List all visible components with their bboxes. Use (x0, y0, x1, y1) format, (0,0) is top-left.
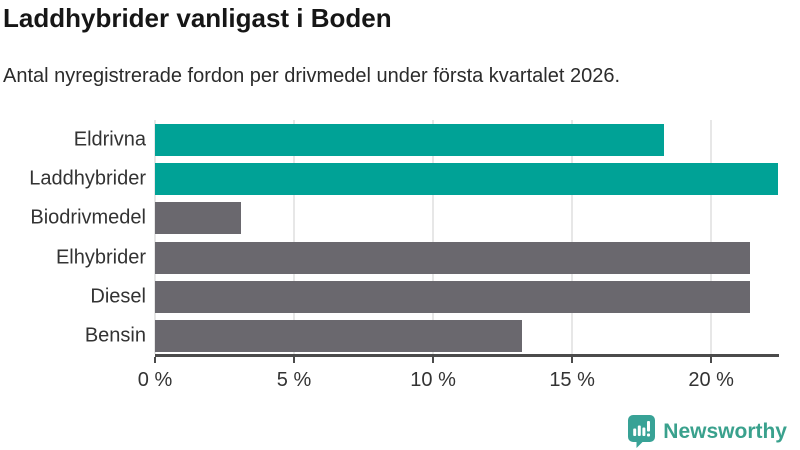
category-label: Laddhybrider (29, 167, 146, 190)
gridline (293, 120, 296, 354)
logo-text: Newsworthy (663, 419, 787, 443)
gridline (710, 120, 713, 354)
chart-title: Laddhybrider vanligast i Boden (3, 3, 392, 33)
category-label: Elhybrider (55, 246, 146, 269)
tick-label: 10 % (410, 369, 456, 391)
gridline (571, 120, 574, 354)
tick-label: 20 % (688, 369, 734, 391)
tick-label: 5 % (276, 369, 312, 391)
axis-tick (293, 357, 296, 363)
bar-chart-speech-bubble-icon (628, 415, 656, 448)
bar (155, 242, 751, 274)
tick-label: 0 % (137, 369, 173, 391)
axis-tick (432, 357, 435, 363)
axis-tick (571, 357, 574, 363)
gridline (154, 120, 156, 354)
tick-label: 15 % (549, 369, 595, 391)
category-label: Bensin (84, 324, 146, 347)
category-label: Eldrivna (73, 128, 146, 151)
newsworthy-logo: Newsworthy (628, 415, 787, 448)
category-label: Diesel (90, 285, 146, 308)
axis-tick (710, 357, 713, 363)
bar (155, 163, 778, 195)
category-label: Biodrivmedel (30, 206, 146, 229)
bar (155, 202, 242, 234)
axis-tick (154, 357, 156, 363)
bar (155, 124, 664, 156)
bar (155, 320, 523, 352)
gridline (432, 120, 435, 354)
chart-subtitle: Antal nyregistrerade fordon per drivmede… (3, 65, 621, 87)
bar (155, 281, 751, 313)
plot-area (154, 120, 779, 357)
